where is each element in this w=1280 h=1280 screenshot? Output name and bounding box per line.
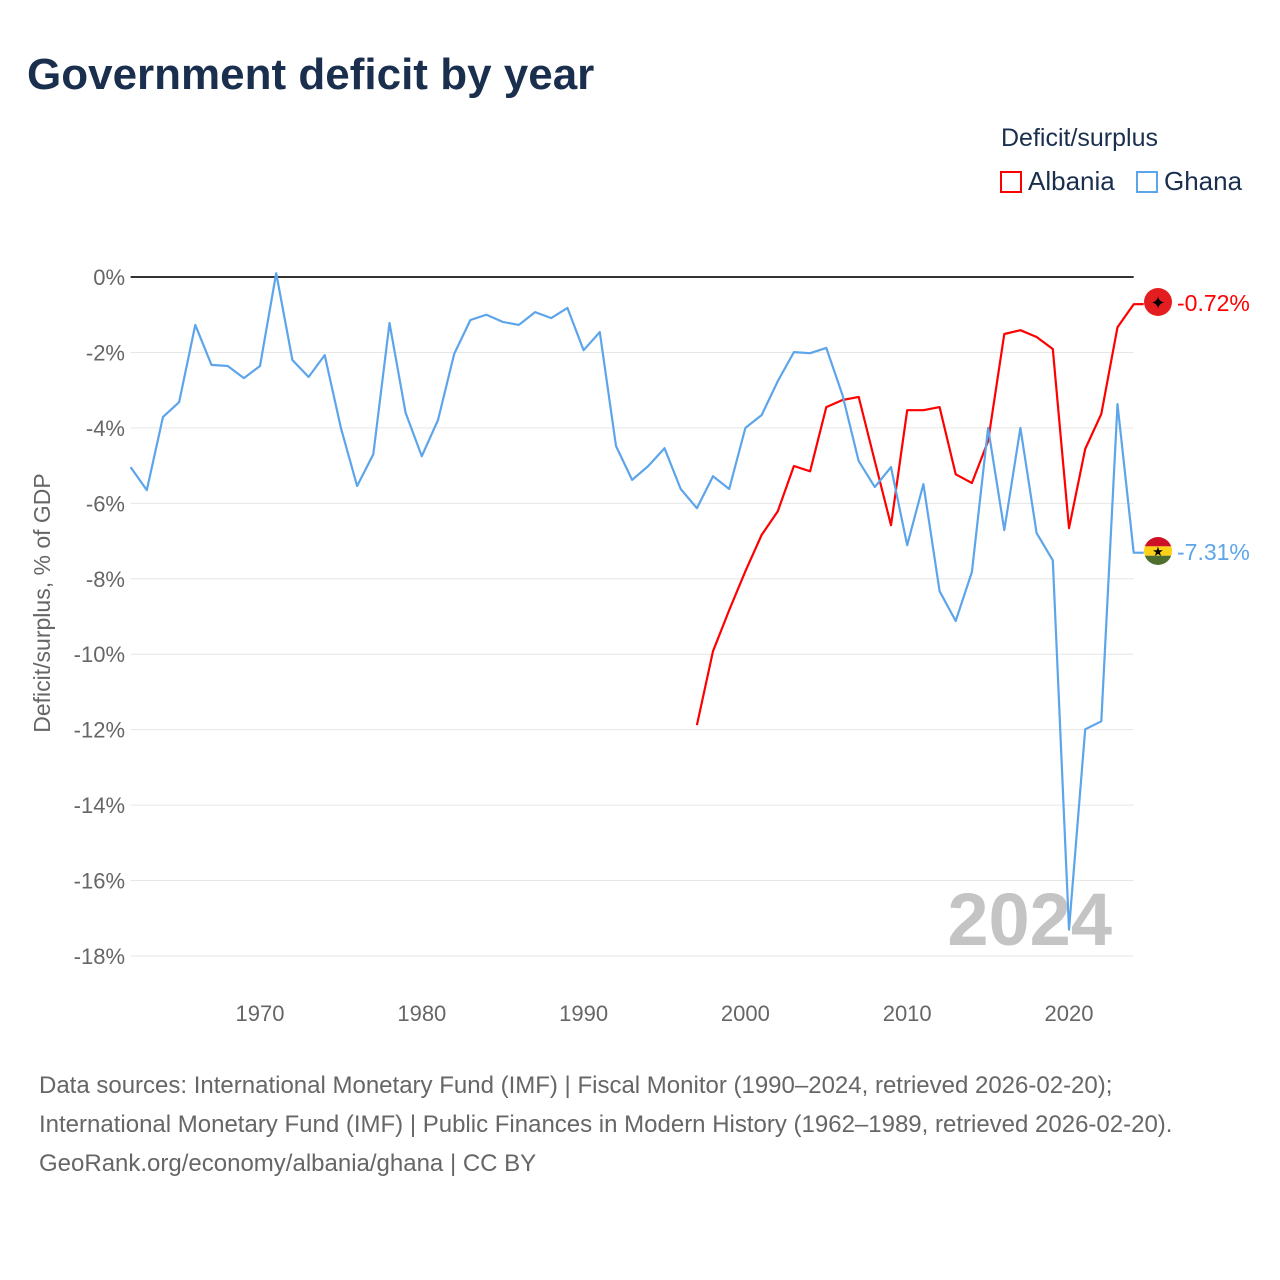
ghana-flag-icon: [1144, 555, 1172, 565]
legend-swatch-albania: [1000, 170, 1022, 193]
x-tick-label: 1990: [559, 1001, 608, 1026]
sources: Data sources: International Monetary Fun…: [39, 1066, 1239, 1183]
legend-label: Ghana: [1164, 166, 1243, 196]
ghana-flag-icon: [1144, 546, 1172, 556]
series-line-ghana: [129, 272, 1144, 931]
y-tick-label: -4%: [86, 416, 125, 441]
chart-title: Government deficit by year: [27, 50, 595, 99]
y-tick-label: -16%: [74, 869, 125, 894]
y-tick-label: -14%: [74, 793, 125, 818]
y-tick-label: -6%: [86, 491, 125, 516]
y-tick-label: -10%: [74, 642, 125, 667]
series-line-albania: [695, 303, 1144, 726]
albania-flag-icon: [1144, 288, 1172, 316]
y-tick-label: -12%: [74, 718, 125, 743]
end-value-label: -7.31%: [1177, 539, 1250, 565]
y-tick-label: -18%: [74, 944, 125, 969]
eagle-icon: ✦: [1150, 293, 1165, 313]
end-value-label: -0.72%: [1177, 290, 1250, 316]
x-tick-label: 2020: [1045, 1001, 1094, 1026]
x-tick-label: 1980: [397, 1001, 446, 1026]
x-tick-label: 1970: [236, 1001, 285, 1026]
attribution-link[interactable]: GeoRank.org/economy/albania/ghana | CC B…: [39, 1150, 537, 1177]
legend-label: Albania: [1028, 166, 1115, 196]
y-tick-label: 0%: [93, 265, 125, 290]
legend-item-albania[interactable]: Albania: [1000, 166, 1115, 197]
star-icon: ★: [1152, 544, 1164, 559]
x-tick-label: 2000: [721, 1001, 770, 1026]
year-watermark: 2024: [947, 878, 1112, 961]
legend-swatch-ghana: [1136, 170, 1158, 193]
y-tick-label: -2%: [86, 340, 125, 365]
y-axis-label: Deficit/surplus, % of GDP: [29, 473, 55, 732]
y-tick-label: -8%: [86, 567, 125, 592]
legend-title: Deficit/surplus: [1001, 124, 1158, 152]
x-tick-label: 2010: [883, 1001, 932, 1026]
ghana-flag-icon: [1144, 537, 1172, 547]
data-sources-text: Data sources: International Monetary Fun…: [39, 1072, 1173, 1138]
legend-item-ghana[interactable]: Ghana: [1136, 166, 1242, 197]
line-chart: 0% -2% -4% -6% -8% -10% -12% -14% -16% -18% 1970 19…: [29, 265, 1250, 1026]
